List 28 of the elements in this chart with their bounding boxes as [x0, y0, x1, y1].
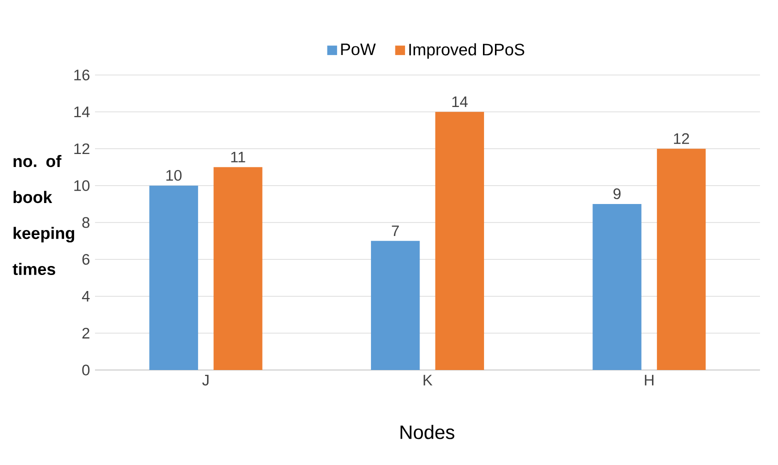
legend-label: Improved DPoS	[409, 43, 524, 59]
y-tick-label: 16	[74, 70, 90, 80]
y-tick-label: 4	[82, 291, 90, 302]
bar	[435, 112, 484, 370]
y-tick-label: 10	[74, 180, 90, 192]
y-tick-label: 2	[82, 328, 90, 338]
data-label: 12	[674, 133, 690, 144]
x-axis-title: Nodes	[400, 424, 454, 440]
y-tick-label: 14	[74, 106, 90, 118]
bar	[370, 240, 420, 370]
bar	[656, 148, 706, 370]
data-label: 14	[452, 96, 468, 107]
text: no. of book keeping times	[12, 154, 74, 276]
legend-label: PoW	[341, 44, 376, 56]
y-tick-label: 8	[82, 217, 90, 228]
data-label: 7	[392, 226, 399, 236]
x-tick-label: K	[424, 374, 432, 386]
bar	[149, 186, 198, 370]
y-tick-label: 6	[82, 254, 90, 265]
y-tick-label: 12	[74, 143, 90, 154]
data-label: 10	[166, 170, 182, 181]
bar	[592, 204, 642, 370]
x-tick-label: H	[644, 374, 654, 386]
data-label: 11	[231, 152, 246, 162]
x-tick-label: J	[202, 374, 208, 386]
data-label: 9	[614, 188, 621, 200]
y-tick-label: 0	[82, 364, 90, 376]
bar	[214, 167, 262, 370]
